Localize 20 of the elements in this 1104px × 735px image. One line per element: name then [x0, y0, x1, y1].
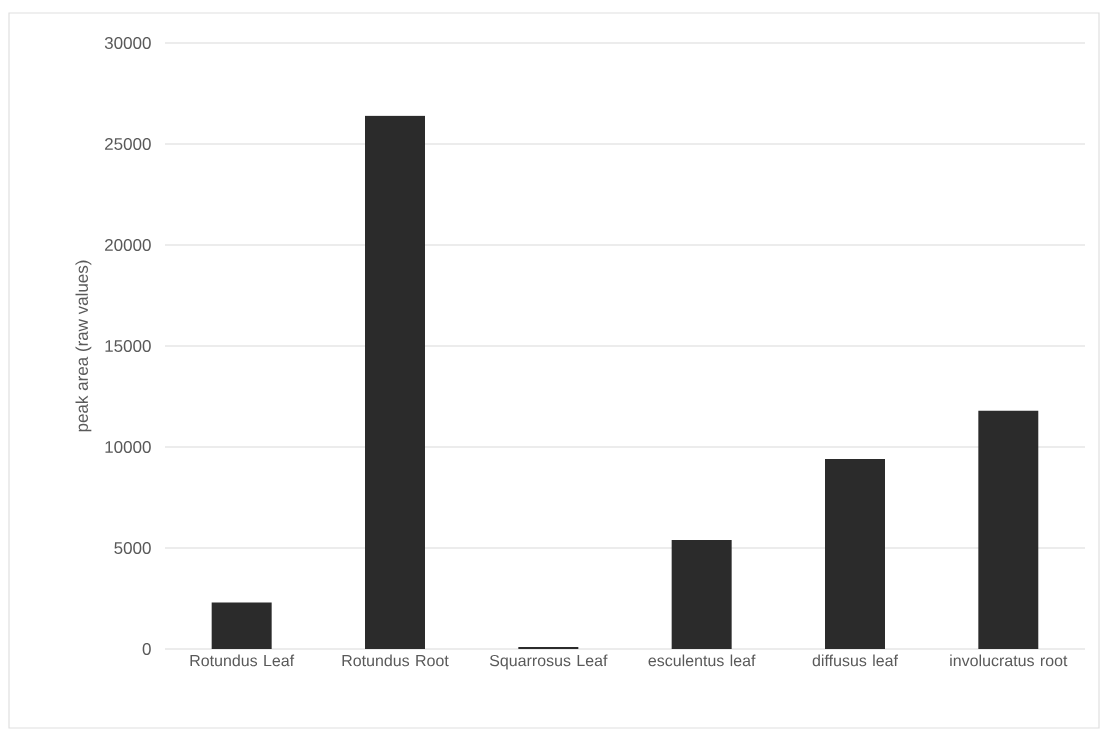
bar	[211, 602, 272, 649]
y-tick-label: 25000	[105, 137, 151, 151]
y-tick-label: 15000	[105, 339, 151, 353]
y-axis-title: peak area (raw values)	[75, 260, 92, 432]
y-tick-label: 30000	[104, 36, 151, 50]
bar	[518, 646, 579, 649]
bar	[825, 459, 885, 649]
y-tick-label: 10000	[105, 440, 151, 454]
bar	[365, 115, 425, 649]
y-tick-label: 5000	[114, 541, 151, 555]
y-tick-label: 0	[142, 642, 151, 656]
x-tick-label: diffusus leaf	[812, 654, 898, 667]
x-tick-label: Squarrosus Leaf	[489, 654, 608, 670]
x-tick-label: Rotundus Root	[342, 654, 449, 667]
x-tick-label: involucratus root	[950, 654, 1068, 667]
y-tick-label: 20000	[105, 238, 151, 252]
bar	[671, 539, 732, 649]
bar	[978, 410, 1039, 649]
x-tick-label: Rotundus Leaf	[190, 654, 295, 667]
x-tick-label: esculentus leaf	[648, 654, 756, 667]
